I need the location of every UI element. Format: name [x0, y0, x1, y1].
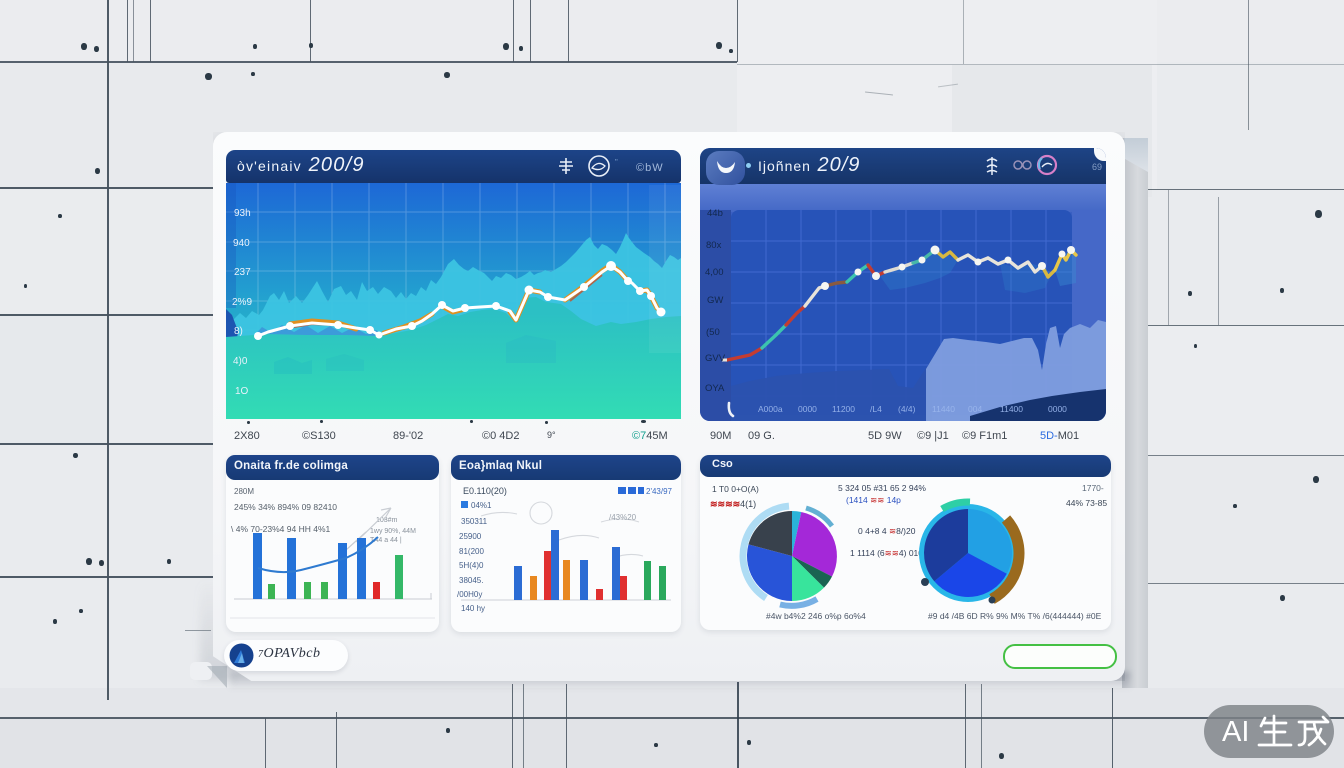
svg-text:1 T0 0+O(A): 1 T0 0+O(A) [712, 484, 759, 494]
svg-text:≋≋≋≋4(1): ≋≋≋≋4(1) [710, 499, 756, 509]
svg-text:#4w b4%2 246 o%p 6o%4: #4w b4%2 246 o%p 6o%4 [766, 611, 866, 621]
svg-text:/L4: /L4 [870, 404, 882, 414]
svg-text:#9 d4 /4B 6D R% 9% M% T% /6(44: #9 d4 /4B 6D R% 9% M% T% /6(444444) #0E [928, 611, 1102, 621]
svg-text:8): 8) [234, 326, 243, 337]
svg-text:0 4+8 4 ≋8/)20: 0 4+8 4 ≋8/)20 [858, 526, 916, 536]
svg-text:237: 237 [234, 267, 251, 278]
svg-text:004: 004 [968, 404, 982, 414]
svg-text:/43%20: /43%20 [609, 513, 637, 522]
svg-text:25900: 25900 [459, 532, 482, 541]
svg-text:4,00: 4,00 [705, 267, 724, 278]
svg-text:0000: 0000 [1048, 404, 1067, 414]
svg-text:GVV: GVV [705, 353, 726, 364]
svg-text:OYA: OYA [705, 383, 725, 394]
svg-text:(1414 ≋≋ 14p: (1414 ≋≋ 14p [846, 495, 901, 505]
svg-text:1wy 90%, 44M: 1wy 90%, 44M [370, 528, 416, 535]
svg-text:11400: 11400 [1000, 404, 1023, 414]
svg-text:11200: 11200 [832, 404, 855, 414]
svg-text:11440: 11440 [932, 404, 955, 414]
svg-text:\ 4% 70-23%4 94 HH 4%1: \ 4% 70-23%4 94 HH 4%1 [231, 524, 330, 534]
svg-text:2'43/97: 2'43/97 [646, 487, 673, 496]
svg-text:04%1: 04%1 [471, 501, 492, 510]
svg-text:1O: 1O [235, 386, 249, 397]
svg-text:4)0: 4)0 [233, 356, 248, 367]
svg-text:(4/4): (4/4) [898, 404, 916, 414]
svg-text:140 hy: 140 hy [461, 604, 485, 613]
svg-text:69: 69 [1092, 162, 1102, 172]
svg-text:940: 940 [233, 238, 250, 249]
svg-text:1 1114 (6≋≋4) 010: 1 1114 (6≋≋4) 010 [850, 548, 923, 558]
svg-text:5 324 05 #31 65 2 94%: 5 324 05 #31 65 2 94% [838, 483, 926, 493]
svg-text:/00H0y: /00H0y [457, 590, 482, 599]
svg-text:1770-: 1770- [1082, 483, 1104, 493]
svg-text:350311: 350311 [461, 517, 488, 526]
svg-text:44% 73-85: 44% 73-85 [1066, 498, 1107, 508]
svg-text:2%9: 2%9 [232, 297, 252, 308]
svg-text:(50: (50 [706, 327, 720, 338]
svg-text:80x: 80x [706, 240, 722, 251]
svg-text:280M: 280M [234, 487, 254, 496]
svg-text:245% 34% 894% 09 82410: 245% 34% 894% 09 82410 [234, 502, 337, 512]
svg-text:44b: 44b [707, 208, 723, 219]
svg-text:81(200: 81(200 [459, 547, 484, 556]
svg-text:0000: 0000 [798, 404, 817, 414]
svg-text:TA4 a 44 |: TA4 a 44 | [370, 537, 402, 544]
svg-text:E0.110(20): E0.110(20) [463, 486, 507, 496]
svg-text:A000a: A000a [758, 404, 783, 414]
svg-text:103#m: 103#m [376, 517, 398, 524]
svg-text:'': '' [615, 159, 618, 166]
svg-text:93h: 93h [234, 208, 251, 219]
svg-text:38045.: 38045. [459, 576, 483, 585]
svg-text:5H(4)0: 5H(4)0 [459, 561, 484, 570]
svg-text:GW: GW [707, 295, 723, 306]
